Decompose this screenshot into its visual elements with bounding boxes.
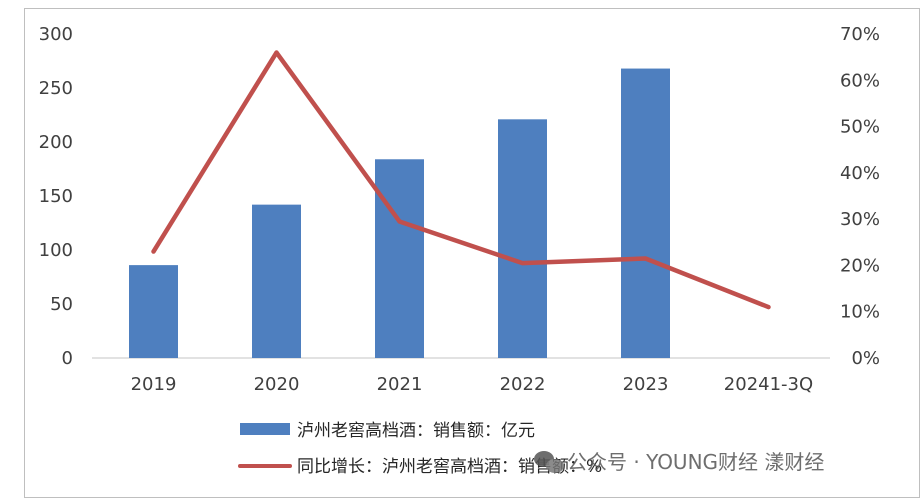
y-left-tick-label: 200 (39, 132, 73, 153)
watermark-text: 公众号 · YOUNG财经 漾财经 (567, 450, 824, 474)
y-left-tick-label: 150 (39, 186, 73, 207)
chart-frame (24, 8, 920, 498)
x-axis-ticks: 2019 2020 2021 2022 2023 20241-3Q (131, 374, 814, 395)
bar (252, 204, 301, 358)
legend-label-line: 同比增长：泸州老窖高档酒：销售额：% (297, 457, 602, 477)
y-right-tick-label: 40% (840, 163, 880, 184)
line-point (397, 219, 402, 224)
bar (621, 68, 670, 358)
y-right-tick-label: 30% (840, 209, 880, 230)
legend-swatch-bar (240, 423, 290, 435)
y-right-tick-label: 10% (840, 302, 880, 323)
y-right-tick-label: 20% (840, 255, 880, 276)
line-series (151, 50, 771, 310)
line-point (643, 256, 648, 261)
line-point (274, 50, 279, 55)
right-axis: 0% 10% 20% 30% 40% 50% 60% 70% (840, 24, 880, 369)
line-point (520, 261, 525, 266)
x-tick-label: 2022 (500, 374, 546, 395)
x-tick-label: 2021 (377, 374, 423, 395)
y-right-tick-label: 70% (840, 24, 880, 45)
x-tick-label: 2019 (131, 374, 177, 395)
y-left-tick-label: 100 (39, 240, 73, 261)
watermark: 公众号 · YOUNG财经 漾财经 (534, 450, 824, 474)
y-left-tick-label: 250 (39, 78, 73, 99)
legend: 泸州老窖高档酒：销售额：亿元 同比增长：泸州老窖高档酒：销售额：% (238, 421, 602, 477)
x-tick-label: 2020 (254, 374, 300, 395)
y-left-tick-label: 300 (39, 24, 73, 45)
bar (498, 119, 547, 358)
x-tick-label: 20241-3Q (724, 374, 813, 395)
left-axis: 0 50 100 150 200 250 300 (39, 24, 73, 369)
bar (129, 265, 178, 358)
bar (375, 159, 424, 358)
line-point (151, 249, 156, 254)
y-left-tick-label: 0 (62, 348, 73, 369)
y-left-tick-label: 50 (50, 294, 73, 315)
y-right-tick-label: 50% (840, 117, 880, 138)
x-tick-label: 2023 (623, 374, 669, 395)
y-right-tick-label: 0% (851, 348, 880, 369)
y-right-tick-label: 60% (840, 70, 880, 91)
bar-series (129, 68, 670, 358)
growth-line (151, 50, 771, 310)
wechat-icon (534, 451, 564, 473)
legend-label-bar: 泸州老窖高档酒：销售额：亿元 (297, 421, 535, 441)
line-point (766, 305, 771, 310)
